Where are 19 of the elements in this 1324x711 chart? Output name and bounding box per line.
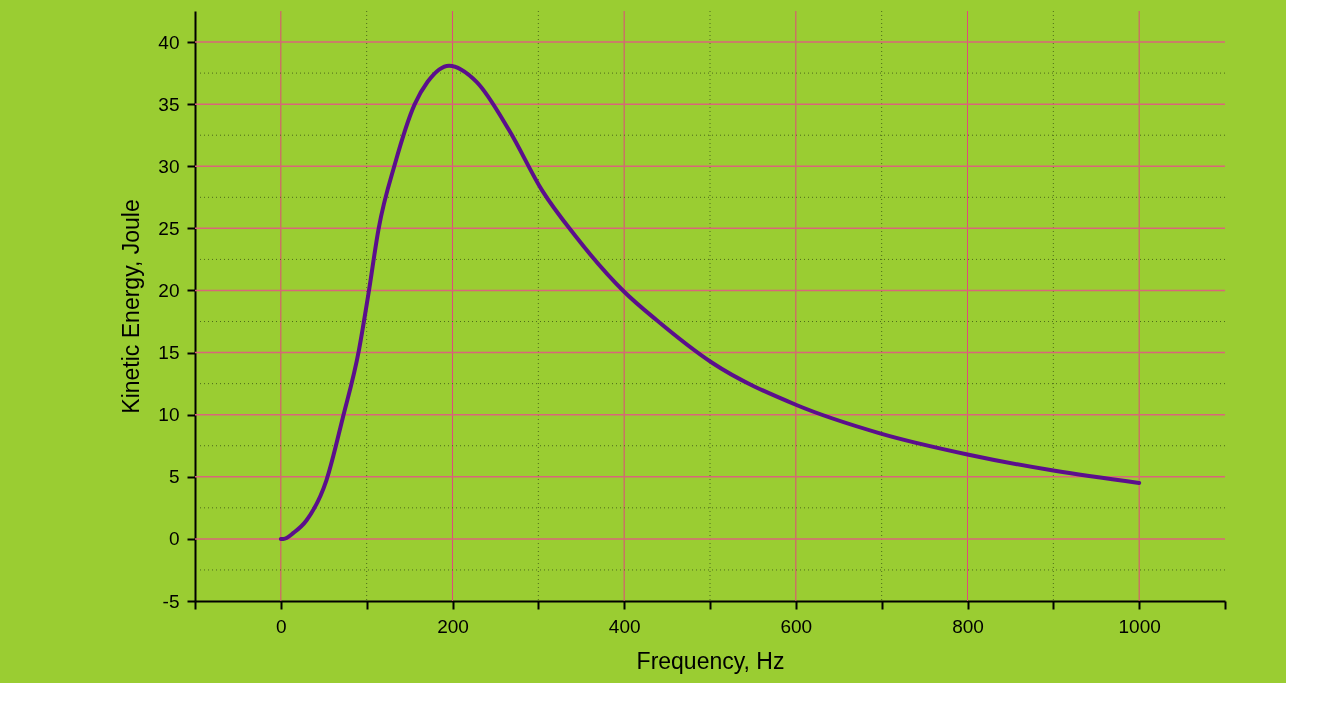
y-axis-title: Kinetic Energy, Joule xyxy=(118,199,145,414)
x-tick-label: 1000 xyxy=(1118,615,1161,637)
x-tick-label: 800 xyxy=(952,615,984,637)
y-tick-label: 15 xyxy=(158,342,180,364)
y-tick-label: 30 xyxy=(158,155,180,177)
y-tick-label: -5 xyxy=(162,590,180,612)
x-tick-label: 400 xyxy=(608,615,641,637)
y-tick-label: 20 xyxy=(158,279,180,301)
y-tick-label: 10 xyxy=(158,404,180,426)
x-tick-label: 200 xyxy=(437,615,469,637)
x-tick-label: 0 xyxy=(276,615,287,637)
y-tick-label: 5 xyxy=(168,466,180,488)
x-axis-title: Frequency, Hz xyxy=(636,647,785,674)
y-tick-label: 25 xyxy=(158,217,180,239)
y-tick-label: 0 xyxy=(168,528,180,550)
line-series xyxy=(278,63,1142,541)
x-tick-label: 600 xyxy=(780,615,813,637)
y-tick-label: 35 xyxy=(158,93,180,115)
y-tick-label: 40 xyxy=(158,31,180,53)
